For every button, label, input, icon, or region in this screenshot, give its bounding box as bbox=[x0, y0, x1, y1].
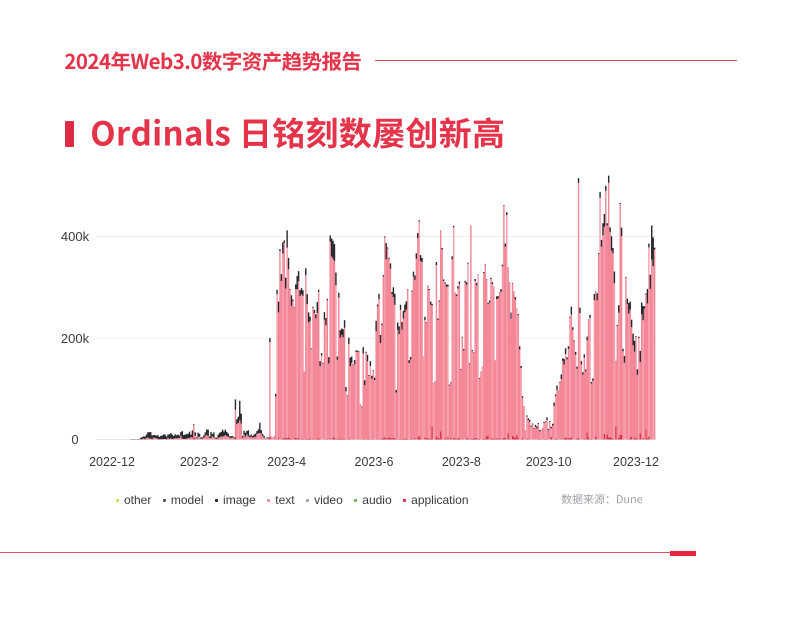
x-tick-label: 2023-6 bbox=[354, 455, 394, 469]
chart-source-glyphs-path bbox=[561, 493, 643, 505]
x-tick-label: 2022-12 bbox=[89, 455, 135, 469]
legend-label: audio bbox=[362, 493, 392, 507]
x-tick-label: 2023-8 bbox=[441, 455, 481, 469]
legend-dot-audio bbox=[354, 498, 358, 502]
legend-dot-model bbox=[162, 498, 166, 502]
legend-item-application: application bbox=[403, 492, 469, 508]
legend-label: other bbox=[124, 493, 152, 507]
legend-item-model: model bbox=[162, 492, 204, 508]
x-tick-label: 2023-2 bbox=[179, 455, 219, 469]
y-tick-label: 0 bbox=[71, 432, 79, 447]
legend-dot-video bbox=[306, 498, 310, 502]
legend-label: text bbox=[275, 493, 295, 507]
legend-label: image bbox=[223, 493, 256, 507]
y-tick-label: 200k bbox=[60, 330, 90, 346]
header-rule bbox=[375, 60, 737, 61]
footer-accent bbox=[670, 551, 696, 556]
legend-dot-other bbox=[116, 498, 119, 502]
chart-legend: other model image text video audio application bbox=[116, 492, 469, 508]
footer-rule bbox=[0, 551, 670, 553]
x-tick-label: 2023-12 bbox=[613, 455, 659, 469]
legend-dot-application bbox=[403, 498, 407, 502]
legend-dot-image bbox=[215, 498, 219, 502]
legend-item-audio: audio bbox=[354, 492, 392, 508]
legend-item-other: other bbox=[116, 492, 151, 508]
legend-item-text: text bbox=[267, 492, 295, 508]
legend-label: model bbox=[170, 493, 204, 507]
title-marker bbox=[65, 120, 74, 147]
legend-label: application bbox=[411, 493, 469, 507]
x-tick-label: 2023-4 bbox=[267, 455, 307, 469]
x-tick-label: 2023-10 bbox=[525, 455, 572, 469]
legend-label: video bbox=[314, 493, 343, 507]
legend-item-image: image bbox=[215, 492, 256, 508]
slide-title-glyphs-path bbox=[92, 117, 503, 149]
y-tick-label: 400k bbox=[60, 229, 90, 244]
legend-item-video: video bbox=[306, 492, 343, 508]
legend-dot-text bbox=[267, 498, 271, 502]
